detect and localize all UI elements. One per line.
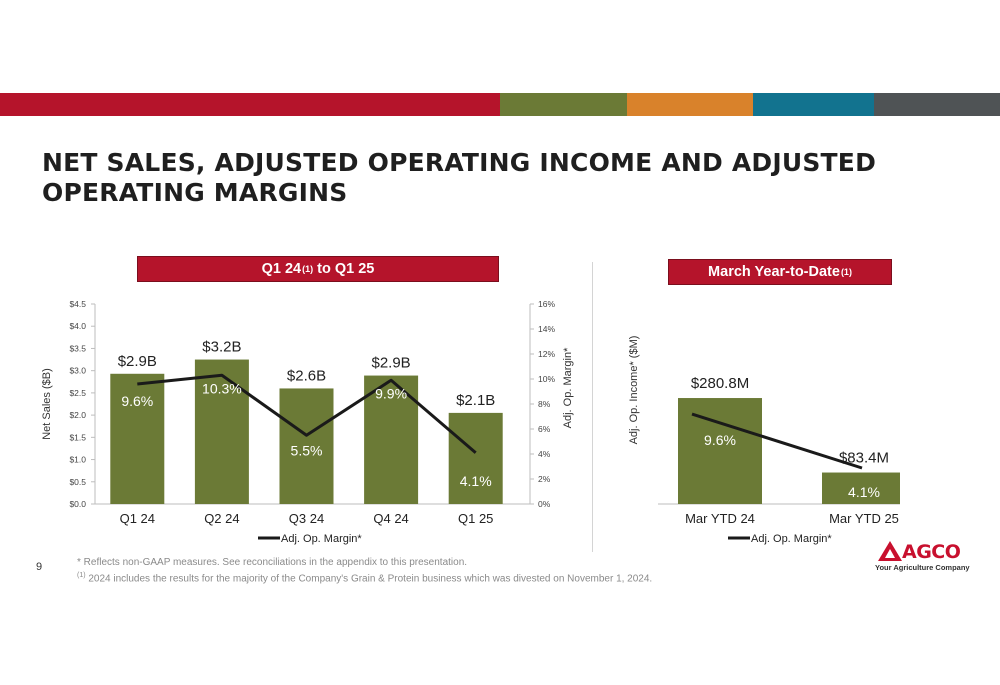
right-tick-label: 4%	[538, 449, 551, 459]
adj-op-margin-label: 10.3%	[202, 380, 242, 396]
quarterly-net-sales-chart: $0.0 $0.5 $1.0 $1.5 $2.0 $2.5 $3.0 $3.5 $4.0 $4.5…	[41, 299, 574, 545]
adj-op-margin-label: 4.1%	[460, 473, 492, 489]
right-tick-label: 2%	[538, 474, 551, 484]
stripe-orange	[627, 93, 753, 116]
net-sales-bar	[110, 373, 165, 504]
category-label: Q4 24	[373, 511, 408, 526]
left-tick-label: $3.5	[69, 343, 86, 353]
right-section-header: March Year-to-Date (1)	[668, 259, 892, 285]
left-tick-label: $2.5	[69, 388, 86, 398]
category-label: Mar YTD 24	[685, 511, 755, 526]
stripe-blue	[753, 93, 874, 116]
section-divider	[592, 262, 593, 552]
category-label: Q2 24	[204, 511, 239, 526]
right-tick-label: 0%	[538, 499, 551, 509]
net-sales-bar	[279, 388, 334, 504]
logo-triangle-icon	[878, 541, 902, 561]
category-label: Mar YTD 25	[829, 511, 899, 526]
adj-op-income-bar	[678, 398, 762, 504]
right-tick-label: 12%	[538, 349, 555, 359]
net-sales-value-label: $2.1B	[456, 392, 495, 409]
footnotes: * Reflects non-GAAP measures. See reconc…	[77, 557, 652, 585]
footnote-divestiture-text: 2024 includes the results for the majori…	[85, 572, 653, 584]
category-label: Q3 24	[289, 511, 324, 526]
left-tick-label: $4.5	[69, 299, 86, 309]
page-title: NET SALES, ADJUSTED OPERATING INCOME AND…	[42, 148, 877, 207]
footnote-sup: (1)	[77, 571, 86, 579]
left-axis-title: Adj. Op. Income* ($M)	[628, 336, 640, 445]
left-tick-label: $0.5	[69, 477, 86, 487]
logo-wordmark: AGCO	[902, 541, 961, 563]
right-tick-label: 6%	[538, 424, 551, 434]
left-tick-label: $2.0	[69, 410, 86, 420]
category-label: Q1 24	[120, 511, 155, 526]
stripe-green	[500, 93, 627, 116]
right-tick-label: 8%	[538, 399, 551, 409]
left-tick-label: $3.0	[69, 366, 86, 376]
adj-op-margin-label: 9.6%	[121, 393, 153, 409]
legend-label: Adj. Op. Margin*	[751, 533, 832, 545]
left-header-text: Q1 24	[261, 261, 302, 277]
left-tick-label: $1.5	[69, 432, 86, 442]
agco-logo: AGCO Your Agriculture Company	[874, 540, 974, 574]
adj-op-margin-label: 5.5%	[291, 442, 323, 458]
right-tick-label: 14%	[538, 324, 555, 334]
right-axis-title: Adj. Op. Margin*	[562, 347, 574, 428]
page-number: 9	[36, 561, 43, 573]
net-sales-value-label: $3.2B	[202, 339, 241, 356]
adj-op-income-bar	[822, 472, 900, 504]
net-sales-bar	[448, 412, 503, 504]
adj-op-income-value-label: $83.4M	[839, 450, 889, 467]
adj-op-income-value-label: $280.8M	[691, 375, 749, 392]
legend-label: Adj. Op. Margin*	[281, 533, 362, 545]
footnote-non-gaap: * Reflects non-GAAP measures. See reconc…	[77, 557, 468, 568]
right-tick-label: 10%	[538, 374, 555, 384]
left-tick-label: $1.0	[69, 455, 86, 465]
category-label: Q1 25	[458, 511, 493, 526]
stripe-red	[0, 93, 500, 116]
right-header-sup: (1)	[840, 267, 852, 277]
adj-op-margin-label: 4.1%	[848, 484, 880, 500]
adj-op-margin-label: 9.9%	[375, 385, 407, 401]
logo-tagline: Your Agriculture Company	[875, 563, 970, 572]
left-tick-label: $0.0	[69, 499, 86, 509]
color-stripe	[0, 93, 1000, 116]
left-axis-title: Net Sales ($B)	[41, 368, 53, 440]
net-sales-value-label: $2.6B	[287, 367, 326, 384]
right-tick-label: 16%	[538, 299, 555, 309]
adj-op-margin-label: 9.6%	[704, 432, 736, 448]
left-header-sup: (1)	[302, 264, 314, 274]
footnote-divestiture: (1) 2024 includes the results for the ma…	[77, 570, 652, 586]
adj-op-margin-line	[691, 412, 863, 470]
net-sales-value-label: $2.9B	[371, 355, 410, 372]
right-header-text: March Year-to-Date	[708, 264, 840, 280]
left-header-suffix: to Q1 25	[313, 261, 375, 277]
net-sales-value-label: $2.9B	[118, 353, 157, 370]
net-sales-bar	[194, 359, 249, 504]
left-section-header: Q1 24 (1) to Q1 25	[137, 256, 499, 282]
ytd-adj-op-income-chart: Adj. Op. Income* ($M) $280.8M Mar YTD 24 $8…	[628, 336, 900, 545]
stripe-gray	[874, 93, 1000, 116]
left-tick-label: $4.0	[69, 321, 86, 331]
